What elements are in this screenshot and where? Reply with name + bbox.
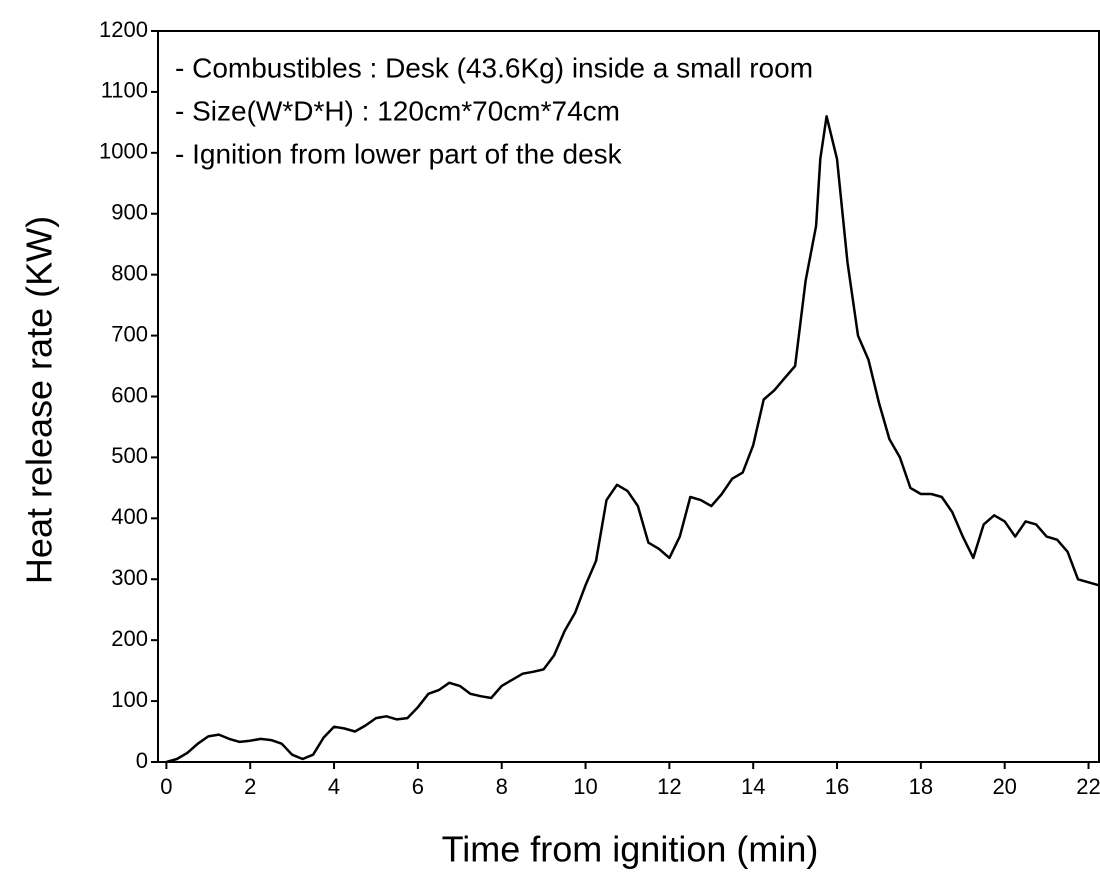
x-tick-label: 8 — [496, 774, 508, 799]
x-tick-label: 4 — [328, 774, 340, 799]
x-tick-label: 14 — [741, 774, 765, 799]
x-tick-label: 6 — [412, 774, 424, 799]
y-tick-label: 500 — [111, 443, 148, 468]
y-tick-label: 1100 — [101, 78, 148, 103]
x-tick-label: 20 — [992, 774, 1016, 799]
x-tick-label: 18 — [909, 774, 933, 799]
y-tick-label: 200 — [111, 626, 148, 651]
annotation: - Combustibles : Desk (43.6Kg) inside a … — [175, 52, 813, 83]
x-tick-label: 2 — [244, 774, 256, 799]
y-axis-title: Heat release rate (KW) — [19, 216, 60, 584]
y-tick-label: 300 — [111, 565, 148, 590]
x-tick-label: 12 — [657, 774, 681, 799]
y-tick-label: 600 — [111, 382, 148, 407]
annotation: - Ignition from lower part of the desk — [175, 138, 623, 169]
x-tick-label: 10 — [573, 774, 597, 799]
y-tick-label: 700 — [111, 321, 148, 346]
y-tick-label: 1000 — [99, 139, 148, 164]
x-tick-label: 0 — [160, 774, 172, 799]
x-axis-title: Time from ignition (min) — [442, 829, 819, 870]
y-tick-label: 1200 — [99, 17, 148, 42]
x-tick-label: 22 — [1076, 774, 1100, 799]
y-tick-label: 100 — [111, 687, 148, 712]
y-tick-label: 0 — [136, 748, 148, 773]
y-tick-label: 900 — [111, 200, 148, 225]
x-tick-label: 16 — [825, 774, 849, 799]
y-tick-label: 800 — [111, 260, 148, 285]
data-line — [166, 115, 1100, 764]
annotation: - Size(W*D*H) : 120cm*70cm*74cm — [175, 95, 620, 126]
y-tick-label: 400 — [111, 504, 148, 529]
